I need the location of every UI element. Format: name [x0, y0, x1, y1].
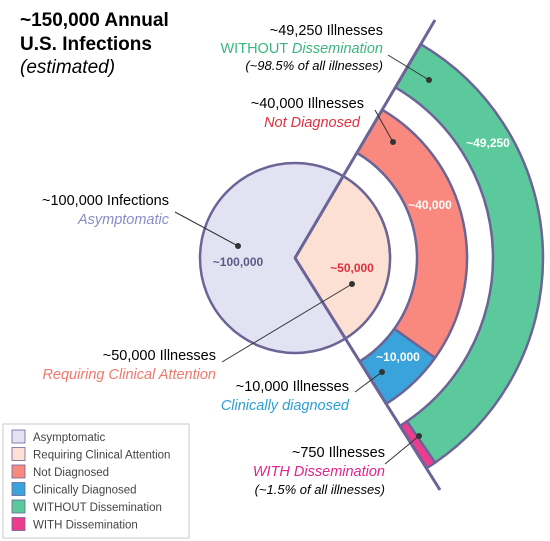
legend-swatch [11, 482, 26, 496]
without-label-sub: WITHOUT Dissemination [221, 41, 384, 57]
asymptomatic-dot [235, 243, 241, 249]
legend-items: Asymptomatic Requiring Clinical Attention… [11, 429, 170, 532]
not-diagnosed-value: ~40,000 [408, 198, 452, 212]
diagnosed-leader [354, 371, 383, 393]
title-line-3: (estimated) [20, 57, 115, 78]
without-label-main: ~49,250 Illnesses [270, 23, 383, 39]
with-leader [384, 435, 420, 465]
clinical-dot [349, 281, 355, 287]
not-diagnosed-label-main: ~40,000 Illnesses [251, 96, 364, 112]
legend-label: Not Diagnosed [33, 467, 109, 479]
legend-label: Asymptomatic [33, 432, 105, 444]
asymptomatic-label-main: ~100,000 Infections [42, 193, 169, 209]
legend-swatch [11, 447, 26, 461]
clinical-attention-wedge [293, 174, 392, 341]
not-diagnosed-dot [390, 139, 396, 145]
legend-swatch [11, 499, 26, 514]
without-value: ~49,250 [466, 136, 510, 150]
diagnosed-label-sub: Clinically diagnosed [221, 398, 350, 414]
title-line-1: ~150,000 Annual [20, 10, 169, 31]
with-label-sub: WITH Dissemination [253, 464, 385, 480]
asymptomatic-value: ~100,000 [213, 255, 264, 269]
diagnosed-value: ~10,000 [376, 350, 420, 364]
legend-swatch [11, 517, 26, 531]
not-diagnosed-leader [374, 109, 394, 143]
diagnosed-dot [379, 369, 385, 375]
asymptomatic-leader [174, 211, 239, 247]
with-label-note: (~1.5% of all illnesses) [255, 482, 385, 497]
asymptomatic-label-sub: Asymptomatic [77, 212, 170, 228]
legend-label: Requiring Clinical Attention [33, 450, 170, 462]
without-dot [426, 77, 432, 83]
legend-label: WITHOUT Dissemination [33, 502, 162, 514]
upper-axis-line [293, 19, 437, 259]
with-dot [416, 433, 422, 439]
without-label-italic: Dissemination [292, 41, 383, 57]
title-line-2: U.S. Infections [20, 34, 152, 55]
without-label-note: (~98.5% of all illnesses) [245, 58, 383, 73]
not-diagnosed-label-sub: Not Diagnosed [264, 115, 361, 131]
clinical-label-main: ~50,000 Illnesses [103, 348, 216, 364]
lower-axis-line [293, 257, 442, 491]
legend-box [2, 423, 190, 539]
not-diagnosed-ring [355, 108, 469, 360]
without-label-prefix: WITHOUT [221, 41, 292, 57]
legend: Asymptomatic Requiring Clinical Attention… [2, 423, 190, 539]
clinical-label-sub: Requiring Clinical Attention [42, 367, 216, 383]
with-label-main: ~750 Illnesses [292, 445, 385, 461]
clinical-value: ~50,000 [330, 261, 374, 275]
without-leader [387, 54, 430, 81]
legend-label: WITH Dissemination [33, 520, 138, 532]
legend-label: Clinically Diagnosed [33, 485, 137, 497]
diagnosed-label-main: ~10,000 Illnesses [236, 379, 349, 395]
clinical-leader [221, 283, 353, 363]
legend-swatch [11, 429, 26, 444]
legend-swatch [11, 464, 26, 479]
